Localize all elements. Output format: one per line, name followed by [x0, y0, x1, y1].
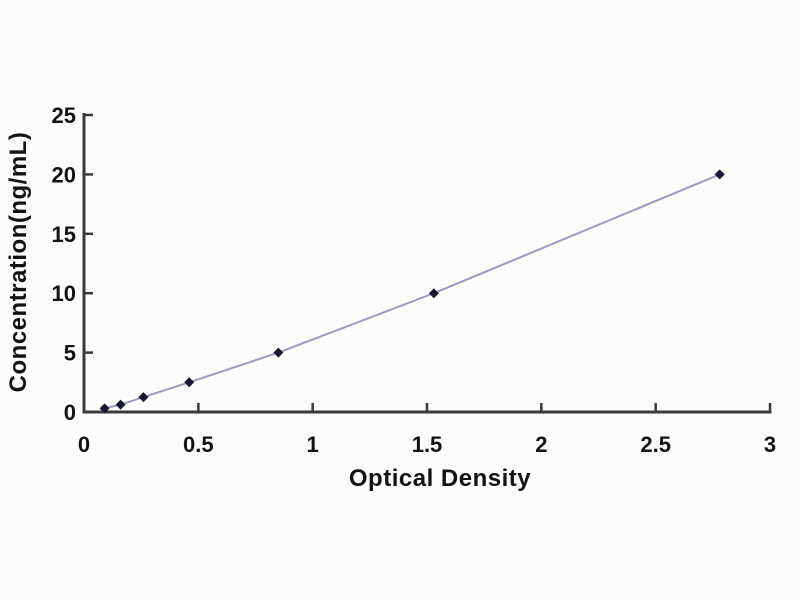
- x-axis-title: Optical Density: [349, 465, 531, 492]
- data-point: [99, 403, 110, 414]
- x-tick-label: 0.5: [183, 432, 214, 457]
- y-axis-title: Concentration(ng/mL): [5, 132, 32, 393]
- y-tick-label: 10: [52, 281, 76, 306]
- data-point: [184, 377, 195, 388]
- curve-line: [104, 173, 721, 410]
- data-series: [99, 169, 725, 414]
- x-tick-label: 3: [764, 432, 776, 457]
- axes: [82, 113, 772, 414]
- data-point: [273, 347, 284, 358]
- x-tick-label: 0: [78, 432, 90, 457]
- x-tick-label: 2.5: [640, 432, 671, 457]
- tick-marks: [82, 113, 772, 414]
- data-point: [428, 288, 439, 299]
- data-point: [138, 392, 149, 403]
- y-tick-label: 15: [52, 222, 76, 247]
- y-tick-label: 25: [52, 103, 76, 128]
- y-tick-label: 20: [52, 162, 76, 187]
- x-tick-label: 2: [535, 432, 547, 457]
- data-point: [714, 169, 725, 180]
- data-point: [115, 399, 126, 410]
- y-tick-label: 0: [64, 400, 76, 425]
- x-tick-label: 1.5: [412, 432, 443, 457]
- y-tick-label: 5: [64, 341, 76, 366]
- tick-labels: 0 0.5 1 1.5 2 2.5 3 0 5 10 15 20 25: [52, 103, 777, 457]
- x-tick-label: 1: [307, 432, 319, 457]
